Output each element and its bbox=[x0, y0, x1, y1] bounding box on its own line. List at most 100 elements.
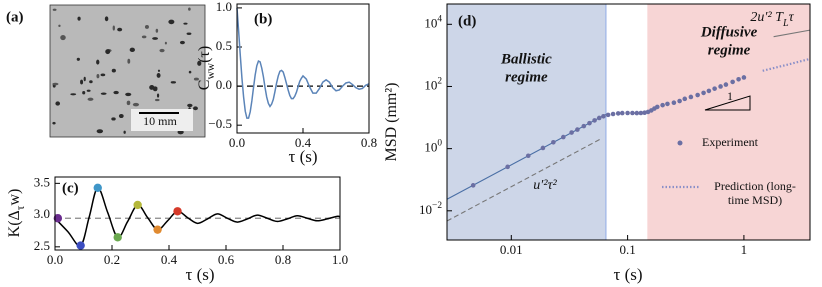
speck bbox=[149, 85, 155, 90]
x-tick-label: 1.0 bbox=[332, 252, 348, 267]
data-point bbox=[470, 183, 476, 188]
data-point bbox=[596, 115, 602, 121]
data-point bbox=[540, 145, 546, 151]
x-tick-label: 0.8 bbox=[275, 252, 291, 267]
speck bbox=[164, 41, 167, 45]
data-point bbox=[642, 110, 647, 116]
data-point bbox=[561, 134, 566, 140]
y-axis-label: Cww(τ) bbox=[196, 46, 217, 90]
speck bbox=[183, 22, 188, 25]
speck bbox=[55, 101, 61, 106]
data-point bbox=[505, 164, 510, 170]
speck bbox=[70, 93, 77, 96]
panel-label: (c) bbox=[62, 180, 79, 196]
speck bbox=[187, 103, 193, 108]
speck bbox=[197, 60, 202, 66]
slope-triangle bbox=[704, 95, 751, 111]
data-point bbox=[718, 84, 723, 89]
speck bbox=[193, 77, 199, 81]
speck bbox=[58, 24, 61, 28]
x-tick-label: 0.0 bbox=[47, 252, 63, 267]
data-point bbox=[688, 94, 694, 100]
legend-marker bbox=[677, 140, 683, 146]
highlight-point bbox=[173, 207, 182, 216]
highlight-point bbox=[133, 200, 142, 210]
panel-label: (a) bbox=[6, 9, 24, 25]
speck bbox=[77, 16, 81, 21]
data-point bbox=[695, 92, 700, 98]
speck bbox=[83, 76, 86, 82]
speck bbox=[52, 121, 56, 125]
data-point bbox=[592, 118, 597, 123]
region-label: regime bbox=[505, 69, 548, 85]
y-tick-label: 100 bbox=[424, 139, 442, 155]
data-point bbox=[736, 77, 741, 82]
speck bbox=[96, 74, 100, 79]
speck bbox=[141, 35, 147, 39]
data-point bbox=[741, 75, 747, 80]
slope-label: 1 bbox=[727, 89, 733, 103]
region-label: regime bbox=[708, 42, 751, 58]
speck bbox=[52, 8, 57, 11]
data-point bbox=[551, 139, 556, 145]
speck bbox=[80, 79, 84, 85]
speck bbox=[105, 49, 111, 55]
data-point bbox=[630, 110, 635, 116]
plot-frame bbox=[54, 176, 341, 251]
x-axis-label: τ (s) bbox=[185, 265, 214, 284]
speck bbox=[170, 81, 177, 84]
panel-label: (d) bbox=[458, 13, 476, 29]
data-line bbox=[54, 187, 341, 247]
speck bbox=[156, 93, 160, 98]
speck bbox=[154, 98, 160, 102]
speck bbox=[87, 97, 94, 101]
speck bbox=[89, 80, 93, 84]
speck bbox=[179, 40, 185, 45]
y-axis-label: MSD (mm²) bbox=[383, 82, 400, 161]
region bbox=[648, 4, 810, 240]
speck bbox=[156, 73, 161, 78]
x-tick-label: 0.2 bbox=[104, 252, 120, 267]
speck bbox=[117, 27, 123, 32]
speck bbox=[159, 48, 165, 53]
x-tick-label: 0.1 bbox=[619, 242, 635, 257]
speck bbox=[113, 90, 119, 95]
data-line bbox=[236, 7, 370, 119]
data-point bbox=[677, 98, 682, 104]
speck bbox=[188, 70, 192, 74]
y-tick-label: 104 bbox=[424, 14, 442, 30]
data-point bbox=[601, 113, 606, 119]
speck bbox=[144, 24, 149, 29]
speck bbox=[76, 57, 80, 61]
highlight-point bbox=[93, 183, 102, 192]
y-tick-label: −0.5 bbox=[208, 116, 232, 131]
x-tick-label: 0.0 bbox=[229, 135, 245, 150]
speck bbox=[152, 37, 159, 40]
data-point bbox=[634, 110, 640, 116]
data-point bbox=[682, 96, 688, 102]
speck bbox=[96, 59, 100, 65]
y-tick-label: 0.5 bbox=[216, 38, 232, 53]
x-tick-label: 1 bbox=[741, 242, 748, 257]
y-tick-label: 1.0 bbox=[216, 0, 232, 14]
x-axis-label: τ (s) bbox=[613, 265, 642, 284]
x-tick-label: 0.6 bbox=[218, 252, 235, 267]
data-point bbox=[712, 86, 717, 91]
speck bbox=[123, 130, 126, 134]
y-axis-label: K(Δτw) bbox=[6, 189, 27, 238]
scale-bar-label: 10 mm bbox=[143, 114, 177, 128]
x-tick-label: 0.8 bbox=[361, 135, 377, 150]
data-point bbox=[723, 82, 729, 87]
speck bbox=[155, 28, 159, 33]
fit-line bbox=[446, 138, 601, 222]
data-point bbox=[525, 153, 531, 159]
speck bbox=[100, 92, 107, 95]
speck bbox=[188, 7, 191, 11]
scale-bar-background bbox=[131, 109, 193, 131]
speck bbox=[127, 58, 131, 64]
data-point bbox=[671, 100, 677, 106]
speck bbox=[60, 34, 66, 41]
data-point bbox=[660, 102, 665, 108]
data-point bbox=[706, 88, 712, 94]
